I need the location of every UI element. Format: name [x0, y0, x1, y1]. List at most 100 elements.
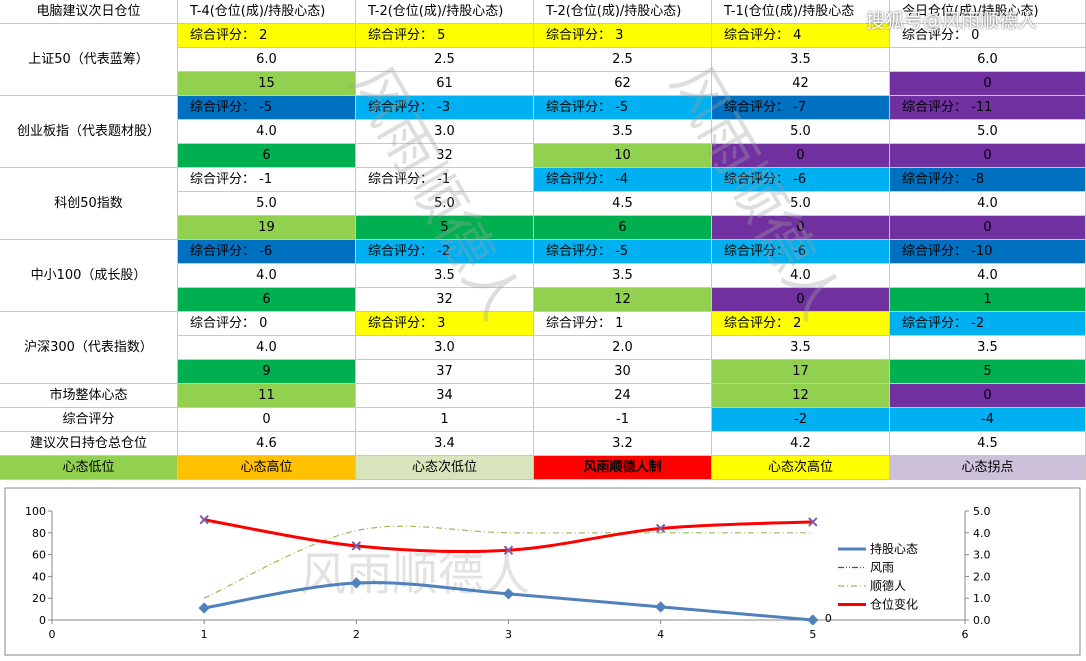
legend-cell: 心态次低位 [356, 456, 534, 480]
marker [807, 614, 819, 626]
legend-label: 仓位变化 [870, 597, 918, 612]
data-cell: 0 [712, 216, 890, 240]
data-cell: 0 [890, 144, 1086, 168]
marker [351, 541, 362, 551]
group-label: 沪深300（代表指数） [0, 312, 178, 384]
data-cell: 61 [356, 72, 534, 96]
data-cell: 5.0 [356, 192, 534, 216]
data-cell: 0 [890, 216, 1086, 240]
y-tick-label: 20 [32, 592, 46, 605]
x-tick-label: 2 [353, 628, 360, 641]
y2-tick-label: 4.0 [973, 527, 991, 540]
marker [199, 515, 209, 525]
data-cell: 综合评分： 3 [356, 312, 534, 336]
data-cell: 4.0 [890, 192, 1086, 216]
y2-tick-label: 2.0 [973, 570, 991, 583]
group-label: 创业板指（代表题材股） [0, 96, 178, 168]
data-cell: 4.0 [890, 264, 1086, 288]
data-cell: 综合评分： -7 [712, 96, 890, 120]
legend-cell: 心态次高位 [712, 456, 890, 480]
data-cell: 0 [712, 144, 890, 168]
data-cell: 5.0 [178, 192, 356, 216]
data-cell: 0 [890, 72, 1086, 96]
data-cell: 0 [890, 384, 1086, 408]
marker [503, 545, 514, 555]
legend-cell: 风雨顺德人制 [534, 456, 712, 480]
header-cell: T-2(仓位(成)/持股心态) [356, 0, 534, 24]
data-cell: 5 [890, 360, 1086, 384]
series-line [203, 581, 813, 622]
data-cell: 综合评分： -4 [534, 168, 712, 192]
data-cell: 2.5 [534, 48, 712, 72]
data-cell: 24 [534, 384, 712, 408]
source-watermark: 搜狐号@风雨顺德人 [866, 10, 1038, 32]
row-label: 建议次日持仓总仓位 [0, 432, 178, 456]
data-cell: 32 [356, 288, 534, 312]
data-cell: 3.5 [534, 120, 712, 144]
data-cell: 5 [356, 216, 534, 240]
y2-tick-label: 0.0 [973, 614, 991, 627]
y-tick-label: 40 [32, 570, 46, 583]
data-cell: 3.0 [356, 336, 534, 360]
marker [655, 523, 666, 534]
data-cell: 5.0 [712, 192, 890, 216]
data-cell: 62 [534, 72, 712, 96]
marker [808, 517, 818, 527]
data-cell: 0 [712, 288, 890, 312]
data-cell: 5.0 [890, 120, 1086, 144]
y-tick-label: 0 [39, 614, 46, 627]
data-cell: 12 [534, 288, 712, 312]
y2-tick-label: 3.0 [973, 549, 991, 562]
x-tick-label: 0 [49, 628, 56, 641]
data-cell: 综合评分： 0 [890, 24, 1086, 48]
data-cell: 1 [890, 288, 1086, 312]
data-cell: 综合评分： 1 [534, 312, 712, 336]
data-cell: 15 [178, 72, 356, 96]
data-cell: 3.4 [356, 432, 534, 456]
x-tick-label: 3 [505, 628, 512, 641]
data-cell: 综合评分： 2 [712, 312, 890, 336]
data-cell: 4.6 [178, 432, 356, 456]
header-cell: T-4(仓位(成)/持股心态) [178, 0, 356, 24]
data-cell: 32 [356, 144, 534, 168]
data-cell: 综合评分： -8 [890, 168, 1086, 192]
data-cell: 3.5 [712, 336, 890, 360]
data-cell: 4.0 [178, 264, 356, 288]
series-line [204, 519, 813, 553]
y2-tick-label: 1.0 [973, 592, 991, 605]
data-cell: 5.0 [712, 120, 890, 144]
header-cell: T-2(仓位(成)/持股心态) [534, 0, 712, 24]
header-cell: T-1(仓位(成)/持股心态 [712, 0, 890, 24]
data-cell: 17 [712, 360, 890, 384]
data-cell: 2.5 [356, 48, 534, 72]
data-cell: 3.5 [356, 264, 534, 288]
data-cell: 综合评分： 5 [356, 24, 534, 48]
x-tick-label: 1 [201, 628, 208, 641]
legend-label: 风雨 [870, 561, 894, 575]
data-cell: 综合评分： -3 [356, 96, 534, 120]
x-tick-label: 5 [809, 628, 816, 641]
marker [655, 601, 667, 613]
data-cell: 19 [178, 216, 356, 240]
legend-cell: 心态低位 [0, 456, 178, 480]
data-cell: 6.0 [890, 48, 1086, 72]
y-tick-label: 100 [25, 505, 46, 518]
data-cell: 6 [178, 288, 356, 312]
data-cell: 综合评分： -1 [356, 168, 534, 192]
data-label: 0 [825, 612, 832, 625]
data-cell: 4.2 [712, 432, 890, 456]
data-cell: 3.5 [534, 264, 712, 288]
data-cell: 综合评分： 0 [178, 312, 356, 336]
data-cell: 综合评分： -6 [178, 240, 356, 264]
header-cell: 今日仓位(成)/持股心态) [890, 0, 1086, 24]
data-cell: 综合评分： -5 [534, 240, 712, 264]
data-cell: 42 [712, 72, 890, 96]
y-tick-label: 60 [32, 549, 46, 562]
data-cell: 6 [534, 216, 712, 240]
series-line [203, 518, 813, 554]
marker [198, 602, 210, 614]
watermark: 风雨顺德人 [300, 547, 530, 601]
legend-label: 顺德人 [870, 578, 906, 593]
legend-cell: 心态拐点 [890, 456, 1086, 480]
x-tick-label: 4 [657, 628, 664, 641]
